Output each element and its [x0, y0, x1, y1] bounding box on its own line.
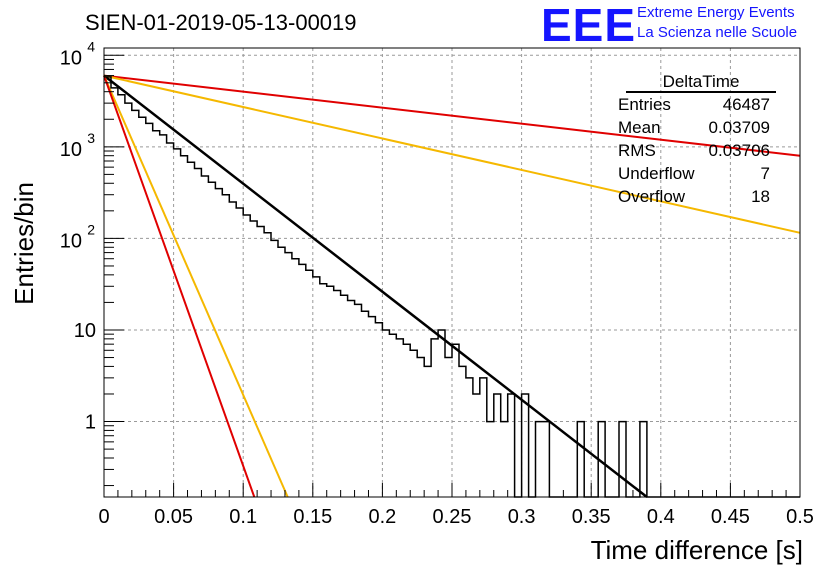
- y-axis: 1 10 10 2 10 3 10 4: [60, 38, 124, 487]
- x-tick-label: 0.1: [229, 506, 257, 528]
- stats-row-underflow: Underflow 7: [612, 162, 778, 185]
- histogram: [104, 76, 800, 498]
- y-axis-label: Entries/bin: [9, 182, 39, 305]
- stats-label: Entries: [618, 95, 671, 114]
- stats-row-mean: Mean 0.03709: [612, 116, 778, 139]
- stats-label: RMS: [618, 141, 656, 160]
- stats-value: 0.03709: [708, 118, 770, 137]
- stats-label: Mean: [618, 118, 661, 137]
- stats-value: 7: [760, 164, 770, 183]
- stats-box: DeltaTime Entries 46487 Mean 0.03709 RMS…: [612, 72, 778, 208]
- histogram-steps: [104, 76, 800, 498]
- stats-row-overflow: Overflow 18: [612, 185, 778, 208]
- x-axis: 0 0.05 0.1 0.15 0.2 0.25 0.3 0.35 0.4 0.45 0.5: [98, 483, 814, 528]
- series-line-3: [103, 75, 289, 498]
- x-tick-label: 0.15: [293, 506, 332, 528]
- stats-value: 46487: [722, 95, 770, 114]
- y-tick-exponent: 3: [87, 130, 95, 146]
- eee-logo: EEE: [541, 0, 637, 51]
- y-tick-label: 10: [60, 139, 82, 161]
- x-tick-label: 0.2: [368, 506, 396, 528]
- x-tick-label: 0.05: [154, 506, 193, 528]
- stats-row-entries: Entries 46487: [612, 93, 778, 116]
- y-tick-label: 10: [60, 47, 82, 69]
- x-tick-label: 0.35: [572, 506, 611, 528]
- grid: [104, 48, 800, 497]
- chart-title: SIEN-01-2019-05-13-00019: [85, 10, 357, 35]
- x-tick-label: 0.5: [786, 506, 814, 528]
- y-tick-exponent: 4: [87, 38, 95, 54]
- x-tick-label: 0.45: [711, 506, 750, 528]
- y-tick-label: 10: [60, 230, 82, 252]
- x-tick-label: 0: [98, 506, 109, 528]
- fit-lines: [103, 74, 801, 498]
- logo-subtitle-line1: Extreme Energy Events: [637, 4, 795, 21]
- stats-label: Underflow: [618, 164, 695, 183]
- series-line-4: [103, 75, 256, 498]
- stats-row-rms: RMS 0.03706: [612, 139, 778, 162]
- x-axis-label: Time difference [s]: [590, 535, 803, 565]
- y-tick-exponent: 2: [87, 221, 95, 237]
- stats-title: DeltaTime: [626, 72, 776, 93]
- series-line-2: [103, 74, 801, 234]
- x-tick-label: 0.4: [647, 506, 675, 528]
- stats-value: 18: [751, 187, 770, 206]
- y-tick-label: 10: [74, 320, 96, 342]
- x-tick-label: 0.3: [508, 506, 536, 528]
- series-line-1: [103, 74, 801, 157]
- stats-value: 0.03706: [708, 141, 770, 160]
- x-tick-label: 0.25: [433, 506, 472, 528]
- stats-label: Overflow: [618, 187, 686, 206]
- y-tick-label: 1: [85, 412, 96, 434]
- series-line-0: [103, 74, 648, 498]
- logo-subtitle-line2: La Scienza nelle Scuole: [637, 24, 798, 41]
